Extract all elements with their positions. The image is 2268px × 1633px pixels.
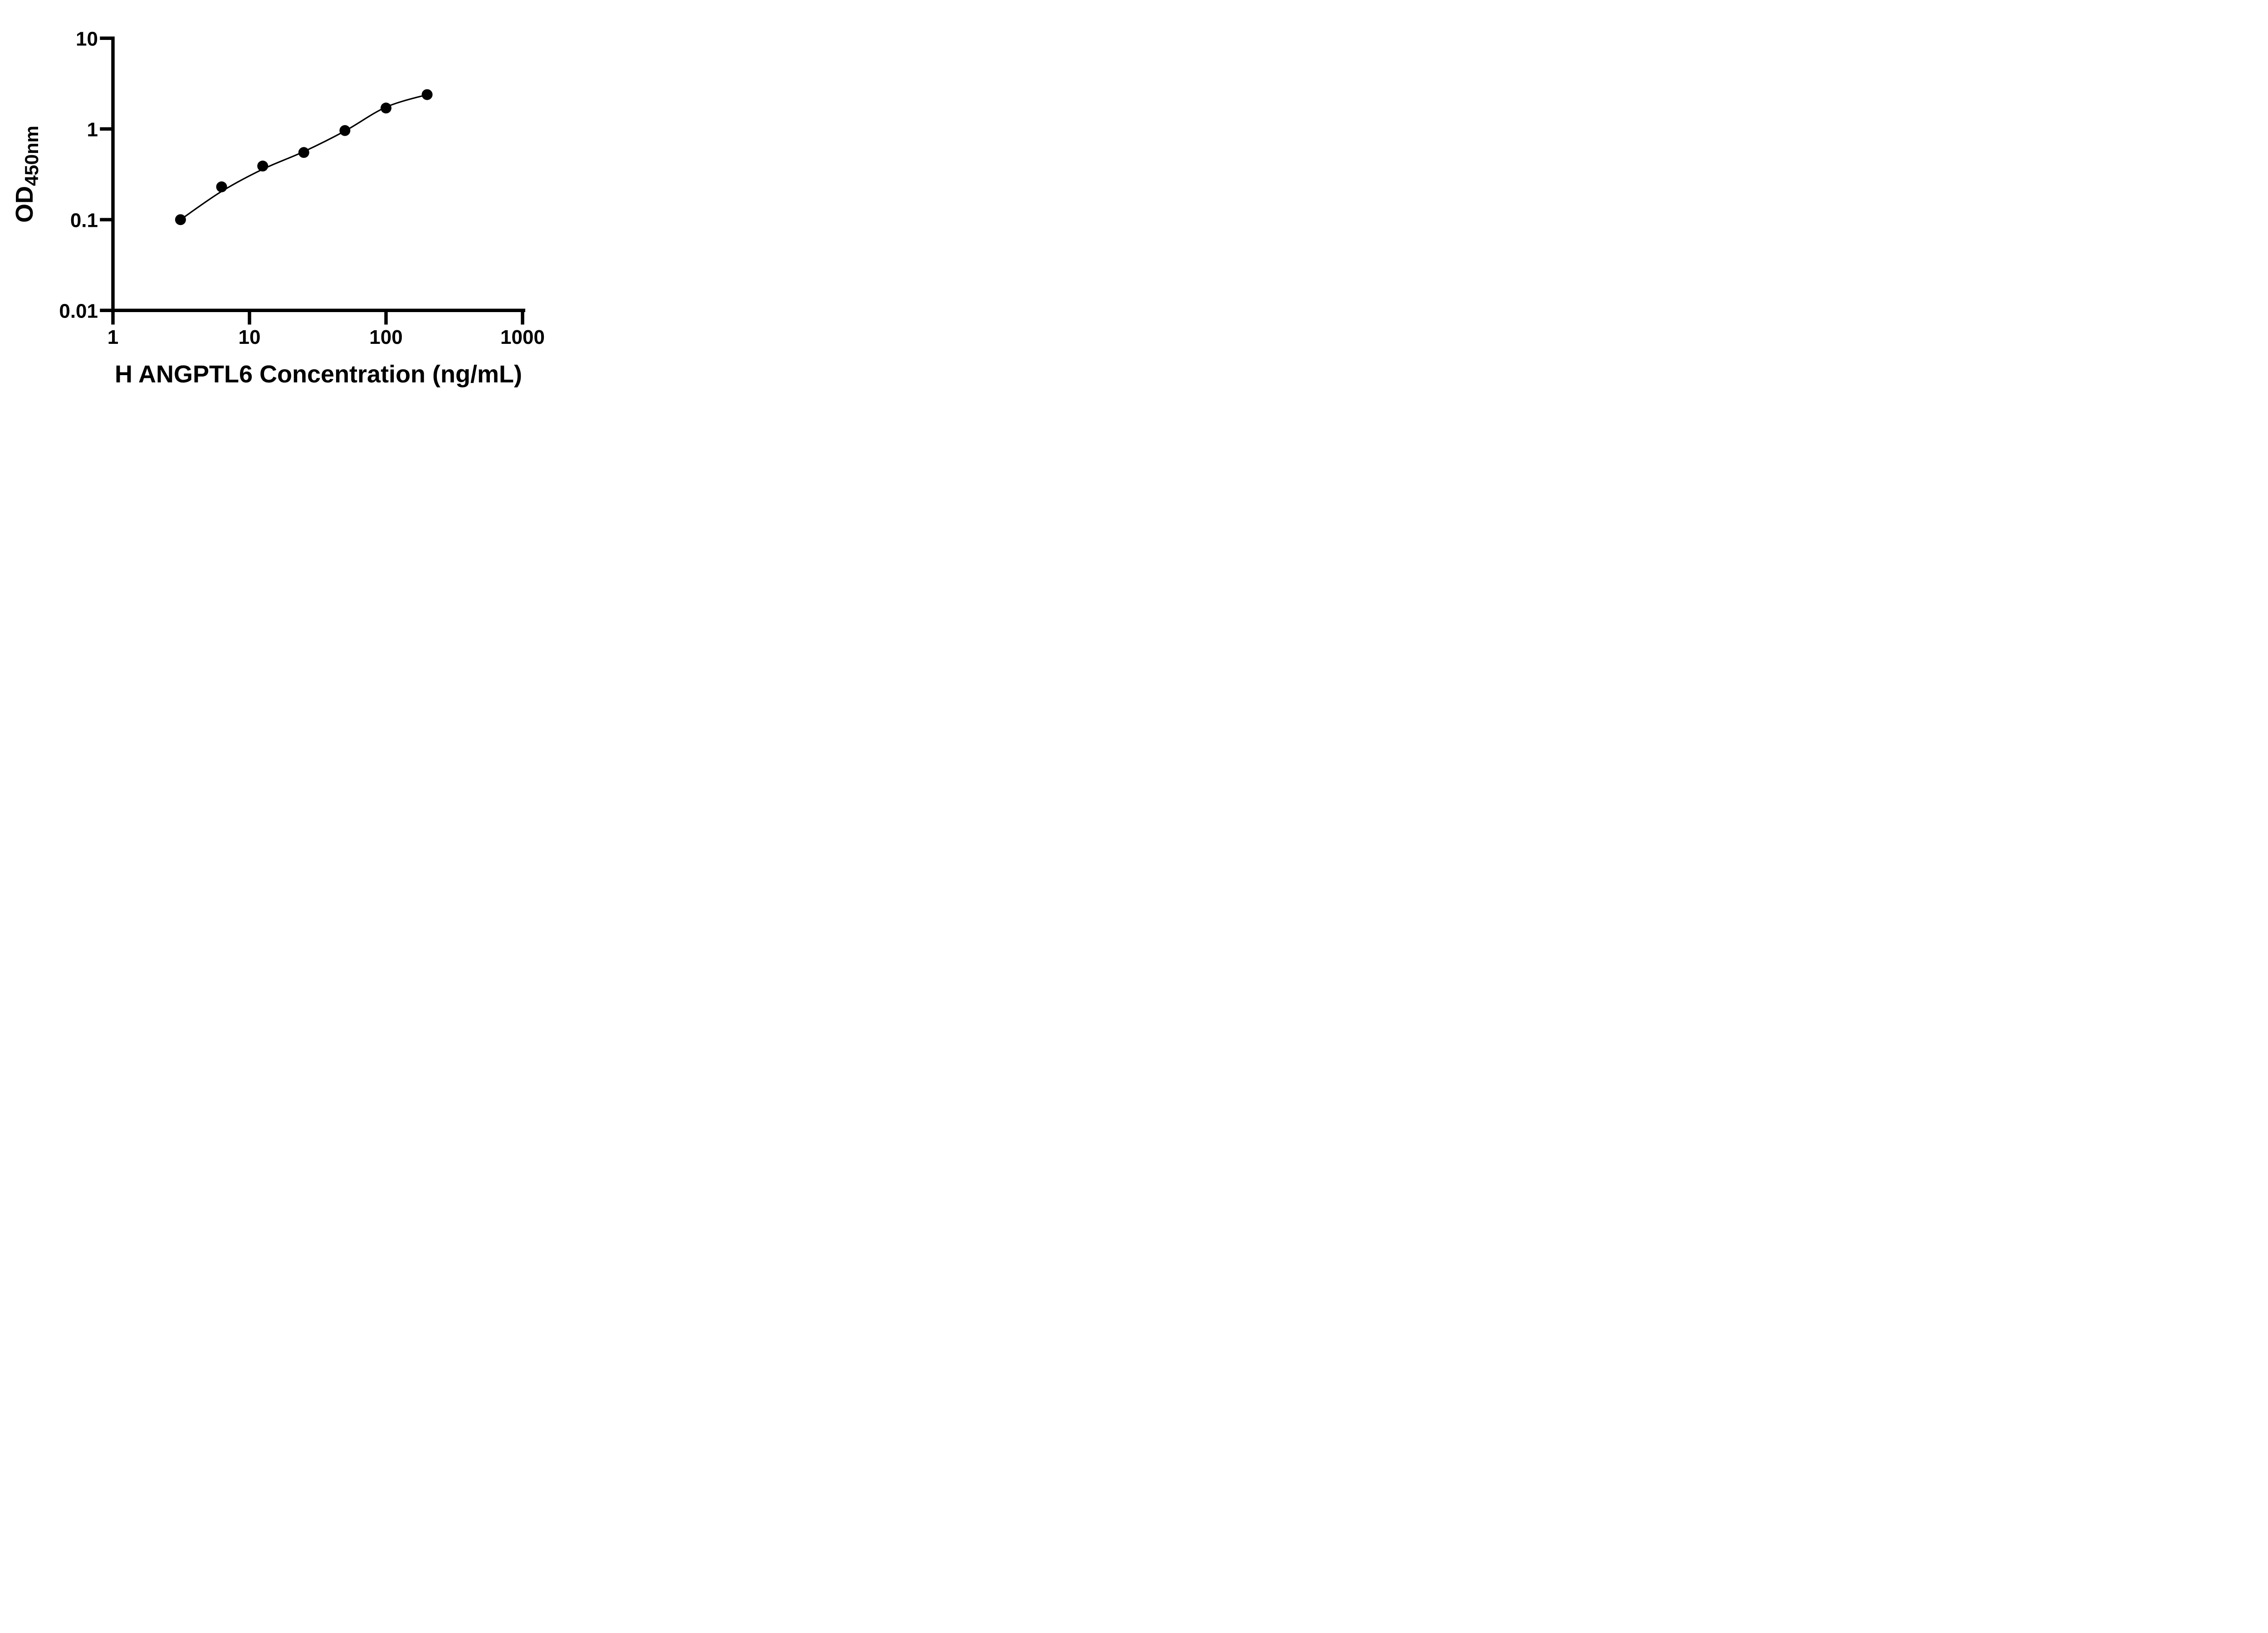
y-axis-title-subscript: 450nm xyxy=(21,126,42,186)
data-point xyxy=(175,214,186,225)
x-axis-tick-label: 1 xyxy=(108,326,118,348)
y-axis-tick-label: 10 xyxy=(76,28,98,50)
elisa-standard-curve-figure: 10 1 0.1 0.01 1 10 100 1000 H ANGPTL6 Concentra… xyxy=(0,0,583,408)
data-point xyxy=(381,103,391,114)
y-axis-title: OD450nm xyxy=(11,126,42,223)
data-point xyxy=(257,161,269,172)
y-axis-tick-label: 0.1 xyxy=(70,209,98,231)
y-axis-tick-label: 1 xyxy=(87,118,98,141)
data-point xyxy=(421,89,433,100)
x-axis-tick-label: 10 xyxy=(239,326,261,348)
x-axis-tick-label: 100 xyxy=(369,326,402,348)
data-point xyxy=(298,147,309,158)
y-axis-title-main: OD xyxy=(11,186,38,223)
data-point xyxy=(216,181,227,192)
x-axis-tick-label: 1000 xyxy=(500,326,545,348)
chart-canvas: 10 1 0.1 0.01 1 10 100 1000 H ANGPTL6 Concentra… xyxy=(11,28,545,388)
y-axis-tick-label: 0.01 xyxy=(59,300,98,322)
data-point xyxy=(339,125,351,136)
x-axis-title: H ANGPTL6 Concentration (ng/mL) xyxy=(115,361,522,388)
plot-layer: 10 1 0.1 0.01 1 10 100 1000 xyxy=(59,28,545,348)
